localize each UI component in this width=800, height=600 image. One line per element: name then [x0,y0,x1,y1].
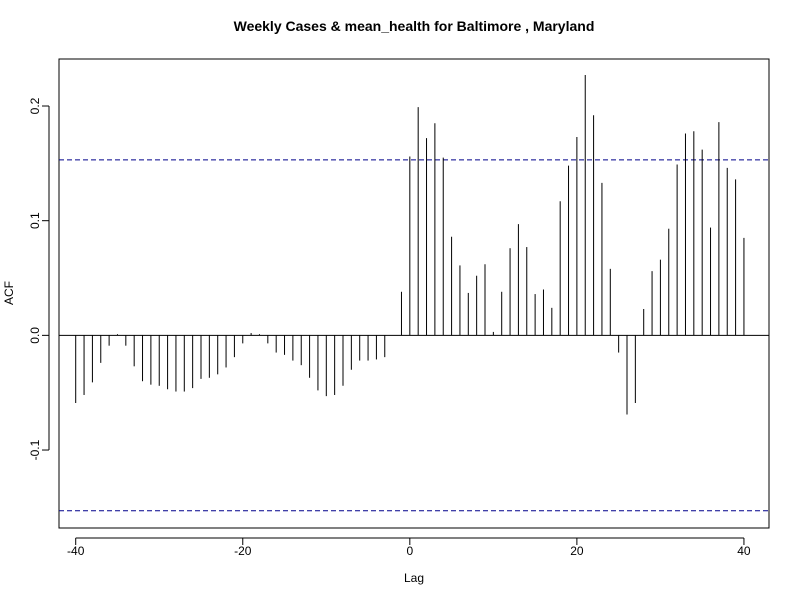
plot-frame [58,58,770,529]
y-axis-label: ACF [2,281,16,305]
y-tick-label: 0.0 [28,327,42,344]
x-tick-label: 40 [737,544,751,558]
x-tick-label: 0 [406,544,413,558]
acf-bars [75,75,745,415]
x-axis-label: Lag [404,571,424,585]
chart-title: Weekly Cases & mean_health for Baltimore… [234,18,595,34]
x-axis: -40 -20 0 20 40 [67,537,751,558]
x-tick-label: -40 [67,544,85,558]
y-tick-label: 0.1 [28,212,42,229]
y-tick-label: 0.2 [28,97,42,114]
y-axis: -0.1 0.0 0.1 0.2 [28,97,50,460]
y-tick-label: -0.1 [28,439,42,460]
x-tick-label: 20 [570,544,584,558]
x-tick-label: -20 [234,544,252,558]
